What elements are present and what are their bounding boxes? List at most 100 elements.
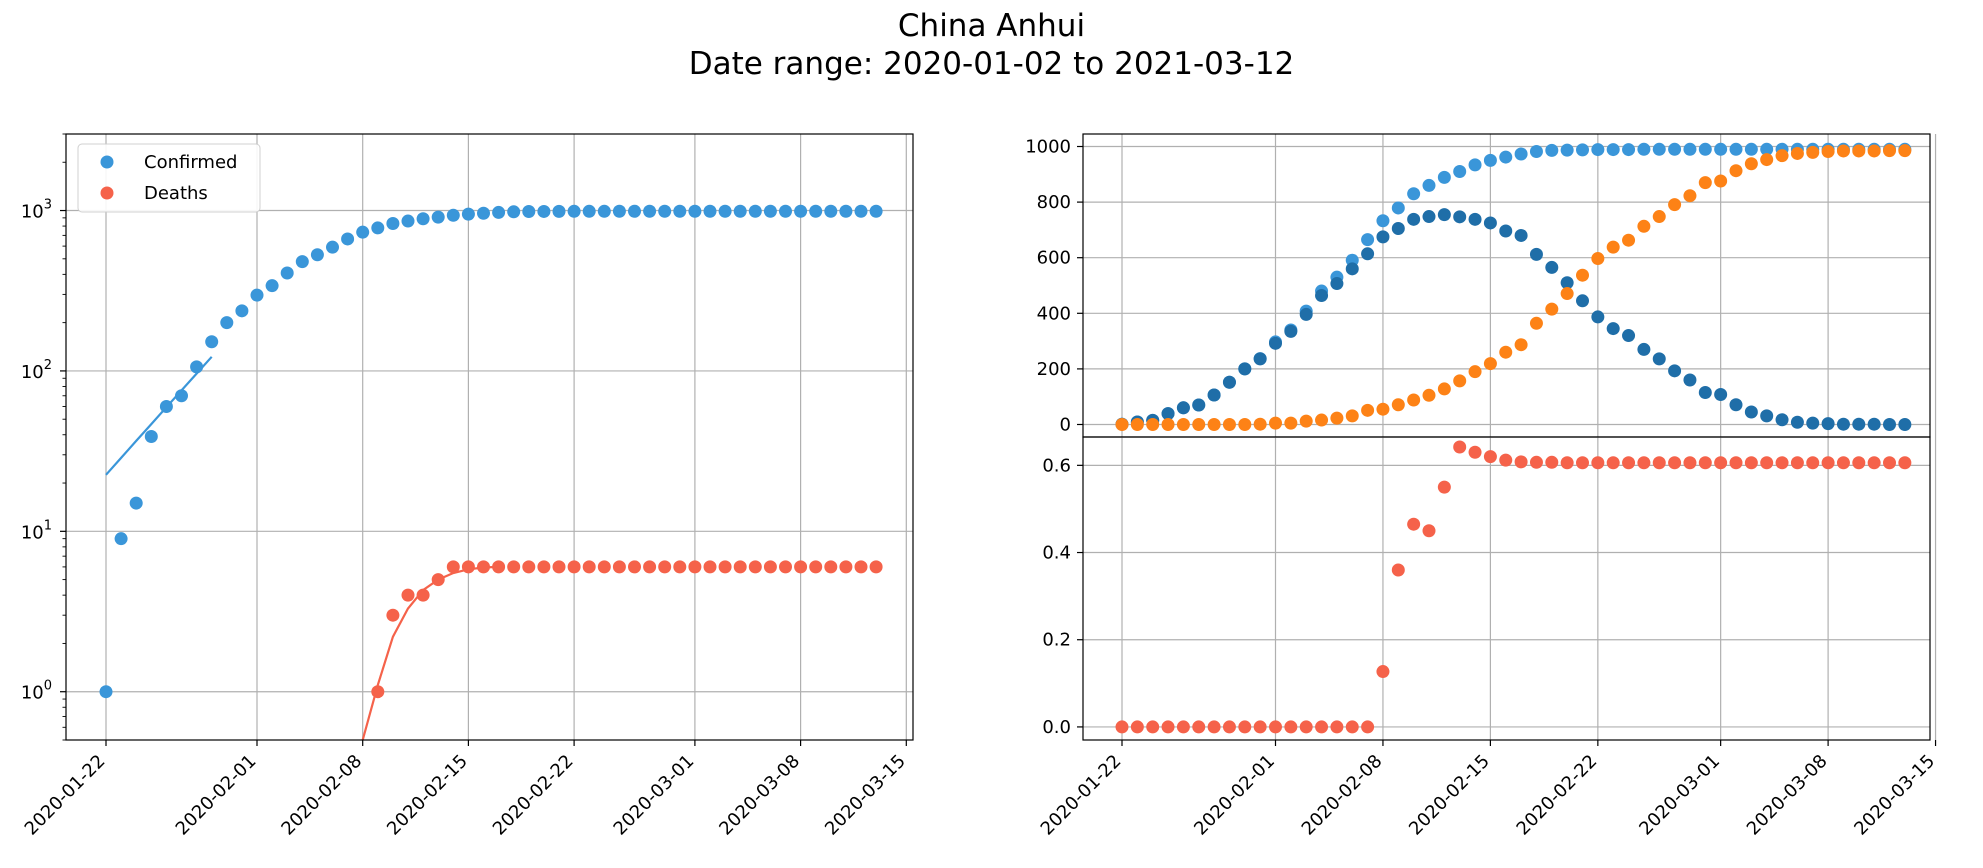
active-point xyxy=(1698,386,1712,400)
recovered-point xyxy=(1299,414,1313,428)
recovered-point xyxy=(1806,145,1820,159)
confirmed-point xyxy=(567,204,581,218)
x-tick-label: 2020-02-22 xyxy=(489,751,578,840)
recovered-point xyxy=(1529,316,1543,330)
recovered-point xyxy=(1269,416,1282,430)
confirmed-point xyxy=(1407,187,1421,201)
deaths-ratio-point xyxy=(1714,456,1728,470)
recovered-point xyxy=(1192,417,1206,431)
active-point xyxy=(1683,373,1697,387)
deaths-ratio-point xyxy=(1115,720,1129,734)
deaths-point xyxy=(461,560,475,574)
recovered-point xyxy=(1744,157,1758,171)
confirmed-point xyxy=(250,288,264,302)
deaths-ratio-point xyxy=(1591,456,1605,470)
confirmed-point xyxy=(718,204,732,218)
confirmed-point xyxy=(628,204,641,218)
deaths-ratio-point xyxy=(1161,720,1175,734)
active-point xyxy=(1821,417,1835,431)
recovered-point xyxy=(1591,252,1605,266)
deaths-ratio-point xyxy=(1821,456,1835,470)
deaths-point xyxy=(552,560,566,574)
deaths-point xyxy=(507,560,521,574)
confirmed-point xyxy=(1529,145,1543,159)
deaths-ratio-point xyxy=(1514,455,1528,469)
confirmed-point xyxy=(310,248,324,262)
recovered-point xyxy=(1130,417,1144,431)
active-point xyxy=(1714,387,1728,401)
y-tick-label: 800 xyxy=(1037,192,1071,213)
recovered-point xyxy=(1207,417,1221,431)
confirmed-point xyxy=(552,204,566,218)
deaths-ratio-point xyxy=(1422,524,1436,538)
y-tick-label: 100 xyxy=(21,679,52,704)
confirmed-point xyxy=(703,204,717,218)
recovered-point xyxy=(1622,233,1636,247)
deaths-ratio-point xyxy=(1130,720,1144,734)
deaths-point xyxy=(718,560,732,574)
active-point xyxy=(1407,212,1421,226)
deaths-ratio-point xyxy=(1391,563,1405,577)
y-tick-label: 1000 xyxy=(1025,137,1071,158)
deaths-point xyxy=(643,560,657,574)
deaths-ratio-point xyxy=(1238,720,1252,734)
confirmed-point xyxy=(129,496,143,510)
deaths-ratio-point xyxy=(1652,456,1666,470)
active-point xyxy=(1253,352,1267,366)
confirmed-point xyxy=(416,212,430,226)
legend-marker xyxy=(100,186,114,200)
deaths-point xyxy=(416,588,430,602)
active-point xyxy=(1376,230,1390,244)
active-point xyxy=(1161,407,1175,421)
x-tick-label: 2020-03-01 xyxy=(1635,751,1724,840)
confirmed-point xyxy=(1760,142,1774,156)
deaths-point xyxy=(658,560,672,574)
deaths-point xyxy=(839,560,853,574)
deaths-point xyxy=(809,560,823,574)
confirmed-point xyxy=(99,685,113,699)
x-tick-label: 2020-03-01 xyxy=(610,751,699,840)
deaths-point xyxy=(582,560,596,574)
x-tick-label: 2020-03-15 xyxy=(1850,751,1939,840)
recovered-point xyxy=(1115,417,1129,431)
confirmed-point xyxy=(1361,233,1375,247)
confirmed-point xyxy=(114,532,128,546)
deaths-ratio-point xyxy=(1345,720,1359,734)
deaths-ratio-point xyxy=(1222,720,1236,734)
active-point xyxy=(1729,398,1743,412)
active-point xyxy=(1284,324,1298,338)
deaths-point xyxy=(628,560,641,574)
confirmed-point xyxy=(809,204,823,218)
confirmed-point xyxy=(1376,214,1390,228)
active-point xyxy=(1222,375,1236,389)
confirmed-point xyxy=(190,360,204,374)
deaths-ratio-point xyxy=(1683,456,1697,470)
recovered-point xyxy=(1437,382,1451,396)
deaths-ratio-point xyxy=(1606,456,1620,470)
recovered-point xyxy=(1284,416,1298,430)
confirmed-point xyxy=(265,279,279,293)
deaths-point xyxy=(688,560,702,574)
active-point xyxy=(1207,388,1221,402)
deaths-point xyxy=(537,560,551,574)
y-tick-label: 101 xyxy=(21,518,52,543)
confirmed-point xyxy=(386,217,400,231)
confirmed-point xyxy=(144,430,158,444)
active-point xyxy=(1760,409,1774,423)
confirmed-point xyxy=(597,204,611,218)
recovered-point xyxy=(1376,402,1390,416)
recovered-point xyxy=(1391,398,1405,412)
deaths-ratio-point xyxy=(1698,456,1712,470)
deaths-point xyxy=(567,560,581,574)
active-point xyxy=(1576,294,1589,308)
recovered-point xyxy=(1514,338,1528,352)
confirmed-point xyxy=(733,204,747,218)
deaths-ratio-point xyxy=(1453,440,1467,454)
confirmed-point xyxy=(1483,153,1497,167)
deaths-ratio-point xyxy=(1315,720,1329,734)
deaths-ratio-point xyxy=(1499,453,1513,467)
active-point xyxy=(1176,401,1190,415)
right-top-panel: 0 200 400 600 800 1000 xyxy=(1025,133,1937,438)
active-point xyxy=(1345,262,1359,276)
